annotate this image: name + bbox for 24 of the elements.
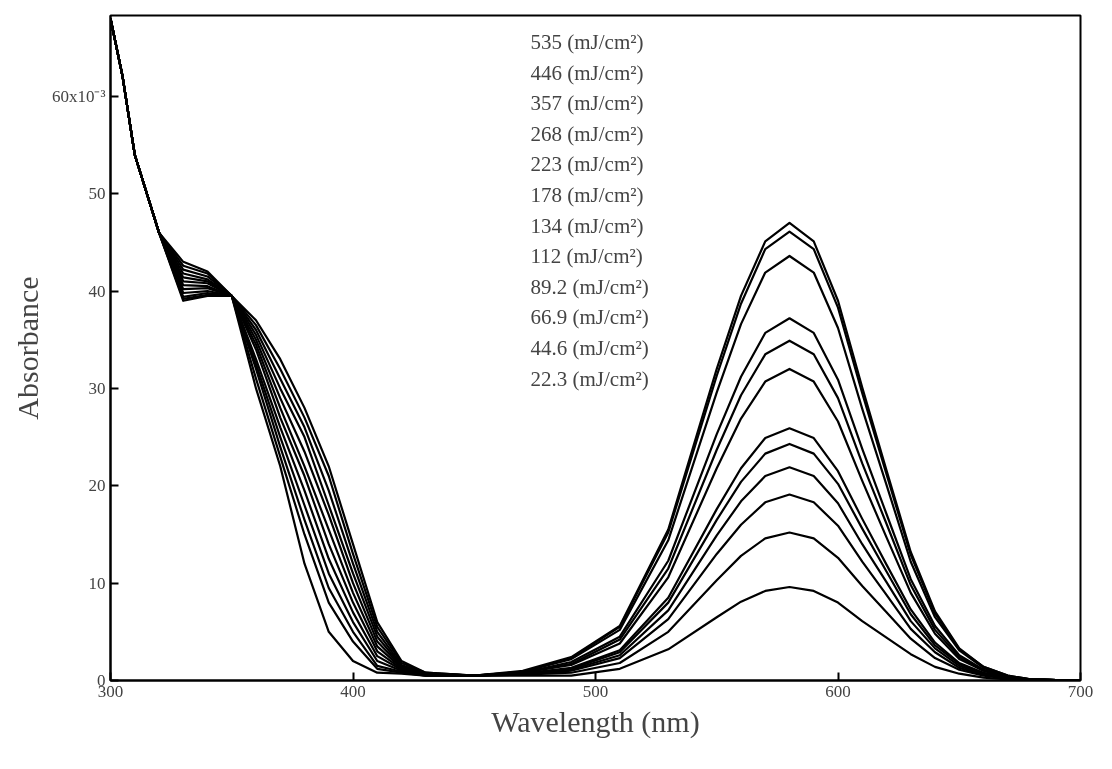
x-tick-label: 500 <box>582 681 609 701</box>
annotation: 268 (mJ/cm²) <box>530 121 644 146</box>
x-tick-label: 600 <box>825 681 851 701</box>
annotation: 66.9 (mJ/cm²) <box>530 305 649 330</box>
annotation: 357 (mJ/cm²) <box>530 91 644 116</box>
y-axis-title: Absorbance <box>10 276 44 420</box>
y-tick-label: 20 <box>88 476 106 496</box>
annotation: 223 (mJ/cm²) <box>530 152 644 177</box>
annotation: 134 (mJ/cm²) <box>530 213 644 238</box>
annotation: 112 (mJ/cm²) <box>530 244 643 269</box>
x-axis-title: Wavelength (nm) <box>491 704 700 739</box>
y-tick-label: 30 <box>88 378 106 398</box>
annotation: 44.6 (mJ/cm²) <box>530 336 649 361</box>
x-tick-label: 400 <box>340 681 366 701</box>
annotation: 535 (mJ/cm²) <box>530 30 644 55</box>
text: 60x10⁻³ <box>51 86 106 106</box>
y-tick-label: 40 <box>88 281 106 301</box>
y-tick-label: 10 <box>88 573 106 593</box>
annotation: 446 (mJ/cm²) <box>530 60 644 85</box>
y-tick-label: 50 <box>88 184 106 204</box>
x-tick-label: 700 <box>1067 681 1094 701</box>
annotation: 89.2 (mJ/cm²) <box>530 274 649 299</box>
annotation: 22.3 (mJ/cm²) <box>530 366 649 391</box>
annotation: 178 (mJ/cm²) <box>530 183 644 208</box>
